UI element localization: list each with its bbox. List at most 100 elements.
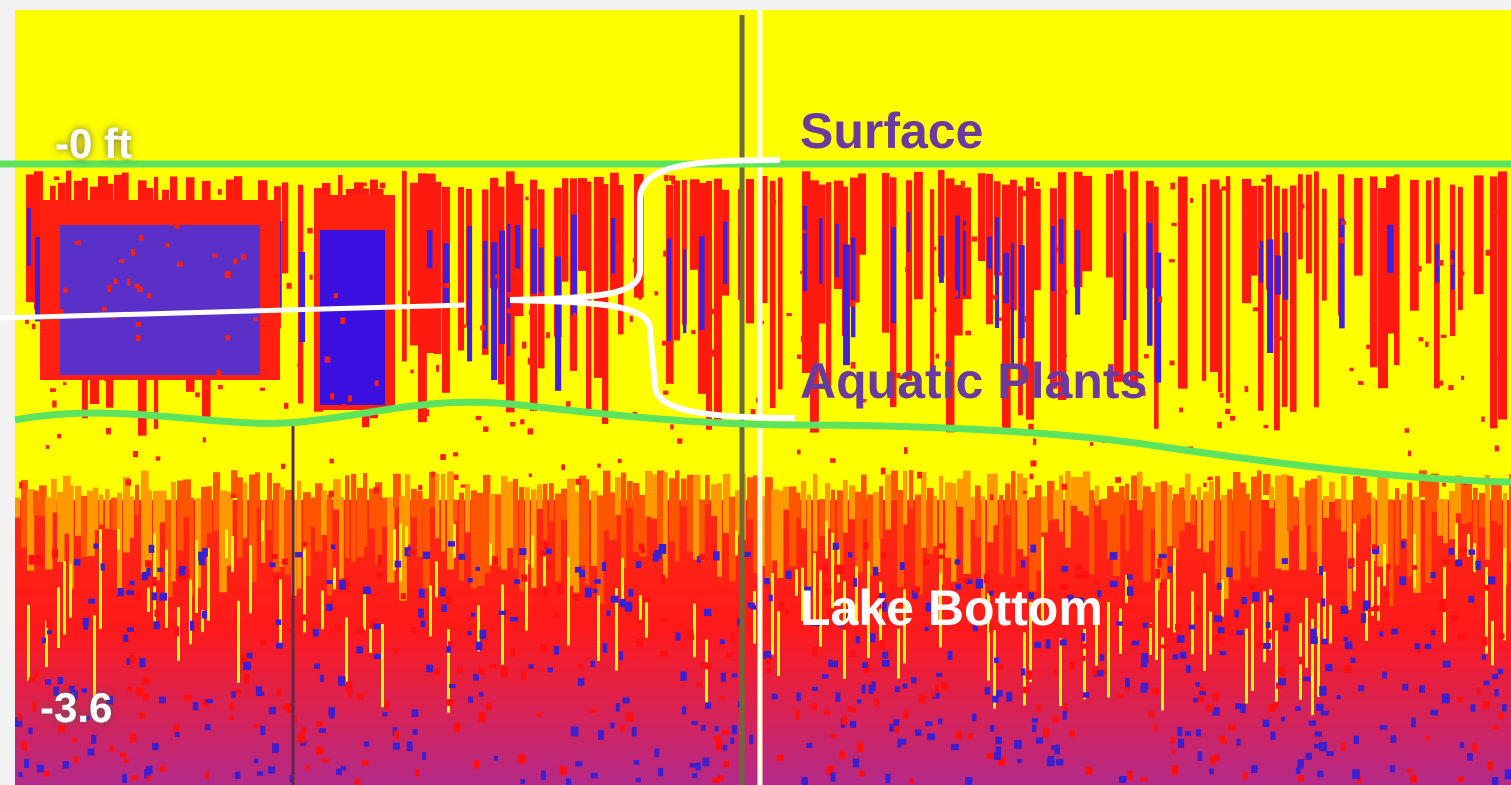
bottom-streak bbox=[1479, 492, 1486, 528]
bottom-speckle bbox=[778, 601, 785, 612]
bottom-speckle bbox=[719, 639, 725, 645]
echo-dot bbox=[217, 189, 222, 195]
bottom-streak bbox=[381, 623, 384, 708]
bottom-speckle bbox=[828, 659, 833, 668]
bottom-speckle bbox=[1450, 614, 1459, 621]
plant-streak bbox=[1426, 180, 1432, 264]
echo-dot bbox=[361, 182, 367, 187]
bottom-speckle bbox=[410, 626, 417, 633]
plant-core bbox=[851, 237, 856, 338]
bottom-streak bbox=[21, 479, 29, 548]
bottom-speckle bbox=[1459, 547, 1468, 552]
bottom-streak bbox=[615, 588, 618, 671]
bottom-speckle bbox=[1426, 735, 1431, 741]
bottom-streak bbox=[987, 593, 990, 681]
echo-dot bbox=[849, 300, 856, 307]
bottom-streak bbox=[1311, 478, 1319, 553]
plant-streak bbox=[618, 184, 624, 335]
bottom-streak bbox=[1371, 497, 1376, 562]
bottom-speckle bbox=[764, 577, 770, 585]
bottom-streak bbox=[1173, 493, 1180, 549]
bottom-speckle bbox=[879, 639, 885, 650]
bottom-streak bbox=[801, 567, 804, 622]
bottom-speckle bbox=[692, 773, 698, 778]
bottom-speckle bbox=[241, 654, 247, 664]
bottom-speckle bbox=[1468, 595, 1475, 603]
plant-streak bbox=[1114, 170, 1124, 382]
bottom-streak bbox=[1089, 490, 1095, 575]
bottom-streak bbox=[1143, 486, 1151, 582]
bottom-speckle bbox=[1481, 636, 1488, 646]
bottom-speckle bbox=[1340, 605, 1349, 615]
plant-core bbox=[1155, 252, 1162, 383]
bottom-speckle bbox=[1074, 564, 1083, 571]
bottom-speckle bbox=[576, 663, 584, 669]
bottom-speckle bbox=[546, 561, 552, 570]
bottom-speckle bbox=[955, 731, 963, 740]
bottom-streak bbox=[1059, 638, 1062, 706]
echo-dot bbox=[263, 217, 268, 221]
bottom-streak bbox=[615, 477, 621, 516]
bottom-streak bbox=[339, 496, 344, 580]
echo-dot bbox=[510, 421, 516, 427]
bottom-speckle bbox=[201, 610, 208, 619]
bottom-streak bbox=[843, 581, 846, 679]
plant-core bbox=[499, 230, 506, 345]
bottom-speckle bbox=[947, 650, 953, 660]
bottom-speckle bbox=[804, 586, 812, 596]
bottom-speckle bbox=[619, 651, 624, 661]
bottom-streak bbox=[51, 478, 57, 513]
bottom-streak bbox=[1305, 597, 1308, 668]
plant-streak bbox=[1210, 179, 1220, 372]
bottom-speckle bbox=[257, 771, 263, 776]
bottom-streak bbox=[855, 566, 858, 622]
bottom-speckle bbox=[823, 710, 831, 715]
bottom-streak bbox=[825, 483, 831, 529]
bottom-streak bbox=[693, 474, 701, 560]
depth-label: -3.6 bbox=[40, 684, 112, 731]
bottom-speckle bbox=[689, 763, 696, 768]
echo-dot bbox=[408, 290, 413, 297]
bottom-speckle bbox=[426, 664, 434, 673]
echo-dot bbox=[233, 258, 238, 265]
bottom-speckle bbox=[723, 760, 730, 768]
bottom-speckle bbox=[198, 556, 206, 566]
bottom-speckle bbox=[473, 760, 480, 769]
echo-dot bbox=[147, 293, 152, 299]
bottom-streak bbox=[489, 543, 492, 566]
bottom-streak bbox=[447, 471, 455, 570]
bottom-speckle bbox=[83, 715, 90, 721]
bottom-streak bbox=[1119, 608, 1122, 654]
bottom-streak bbox=[1335, 498, 1343, 520]
bottom-speckle bbox=[1074, 573, 1082, 579]
bottom-speckle bbox=[1417, 647, 1422, 654]
bottom-speckle bbox=[931, 692, 940, 699]
plant-core bbox=[1075, 230, 1081, 315]
bottom-streak bbox=[897, 628, 900, 679]
bottom-streak bbox=[219, 490, 227, 593]
bottom-speckle bbox=[1481, 654, 1486, 660]
bottom-speckle bbox=[1497, 633, 1505, 639]
plant-core bbox=[803, 205, 808, 292]
echo-dot bbox=[917, 471, 922, 479]
bottom-speckle bbox=[1483, 680, 1490, 686]
bottom-speckle bbox=[1059, 583, 1068, 591]
bottom-speckle bbox=[1216, 582, 1222, 590]
bottom-speckle bbox=[1184, 731, 1192, 736]
bottom-streak bbox=[981, 496, 986, 603]
bottom-streak bbox=[315, 483, 323, 552]
bottom-speckle bbox=[1062, 710, 1067, 720]
bottom-streak bbox=[891, 470, 899, 500]
bottom-streak bbox=[753, 475, 759, 574]
bottom-speckle bbox=[521, 574, 528, 582]
echo-dot bbox=[515, 268, 520, 275]
bottom-streak bbox=[495, 494, 502, 567]
bottom-speckle bbox=[129, 580, 135, 586]
bottom-streak bbox=[897, 490, 904, 588]
bottom-streak bbox=[1485, 567, 1488, 654]
bottom-speckle bbox=[447, 641, 453, 650]
bottom-streak bbox=[621, 472, 627, 569]
plant-core bbox=[427, 230, 433, 269]
echo-dot bbox=[1438, 260, 1444, 266]
echo-dot bbox=[850, 362, 856, 369]
